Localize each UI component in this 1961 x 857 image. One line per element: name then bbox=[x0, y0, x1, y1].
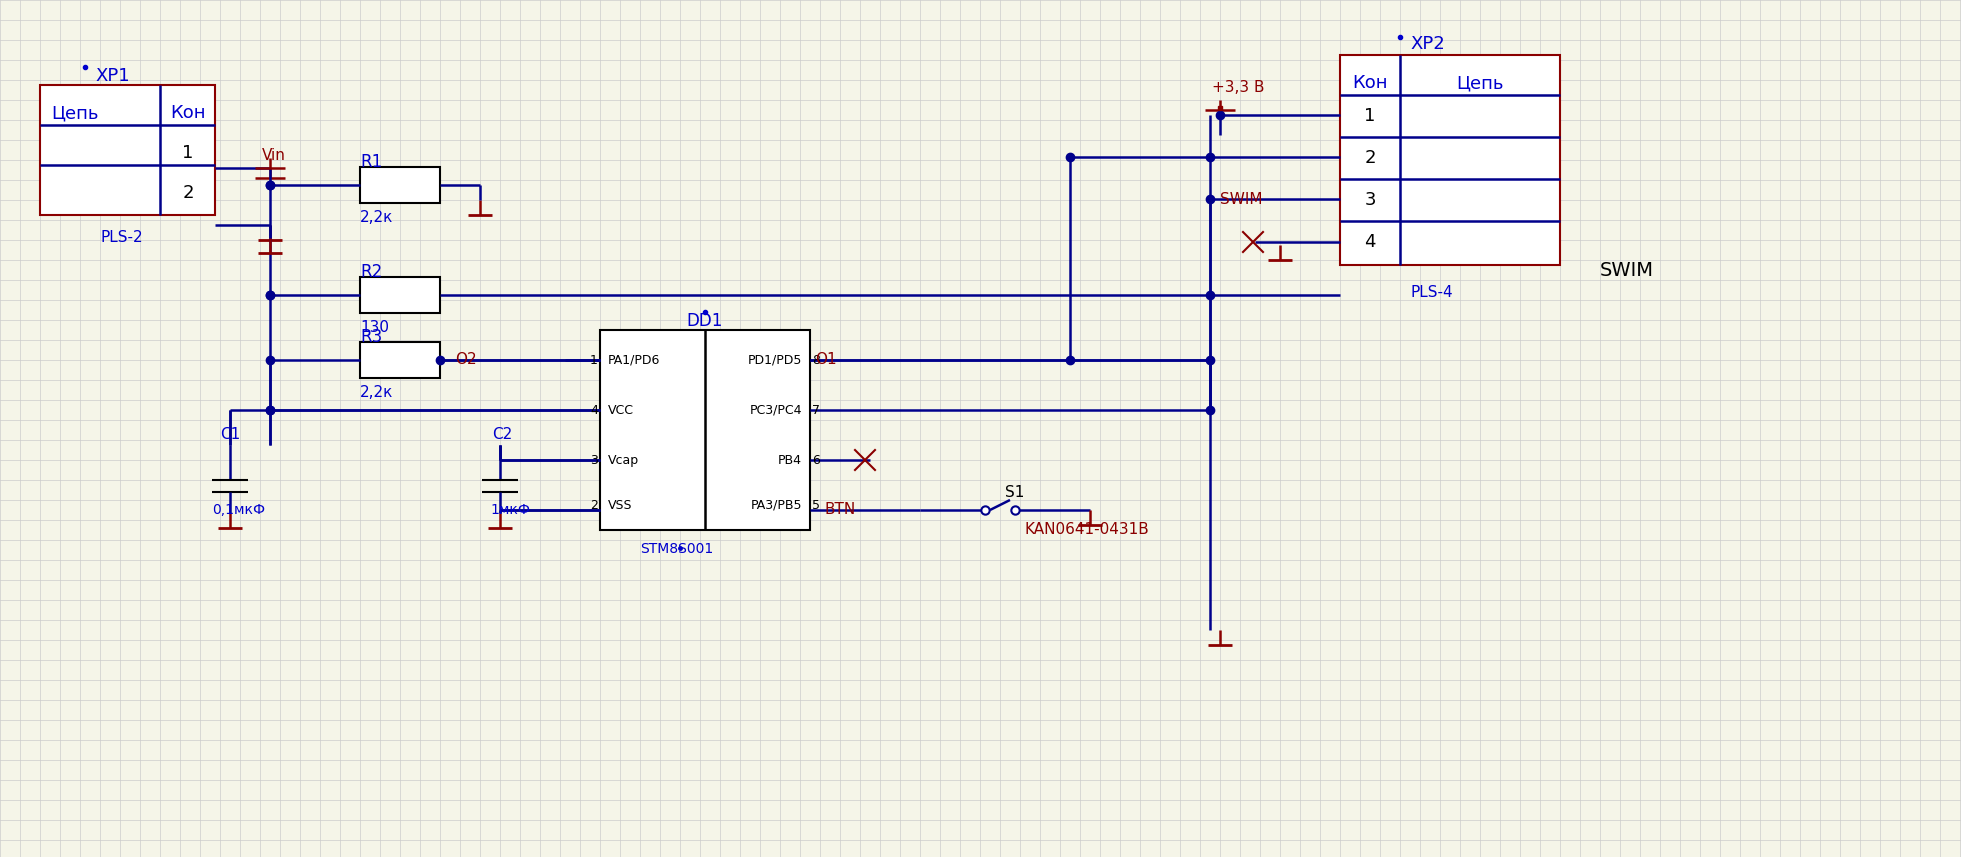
Text: 2,2к: 2,2к bbox=[361, 210, 394, 225]
Bar bbox=[600, 330, 810, 530]
Text: 1мкФ: 1мкФ bbox=[490, 503, 529, 517]
Text: +3,3 В: +3,3 В bbox=[1212, 80, 1265, 95]
Text: 130: 130 bbox=[361, 320, 388, 335]
Text: PC3/PC4: PC3/PC4 bbox=[749, 404, 802, 417]
Text: S1: S1 bbox=[1004, 485, 1024, 500]
Text: DD1: DD1 bbox=[686, 312, 724, 330]
Text: 6: 6 bbox=[812, 453, 820, 466]
Text: BTN: BTN bbox=[826, 502, 857, 517]
Text: PLS-4: PLS-4 bbox=[1410, 285, 1453, 300]
Text: 1: 1 bbox=[590, 353, 598, 367]
Text: O2: O2 bbox=[455, 352, 477, 367]
Text: PB4: PB4 bbox=[779, 453, 802, 466]
Text: 3: 3 bbox=[1365, 191, 1377, 209]
Text: 2: 2 bbox=[1365, 149, 1377, 167]
Text: 1: 1 bbox=[182, 144, 194, 162]
Text: PLS-2: PLS-2 bbox=[100, 230, 143, 245]
Text: 2: 2 bbox=[590, 499, 598, 512]
Text: R3: R3 bbox=[361, 328, 382, 346]
Text: C2: C2 bbox=[492, 427, 512, 442]
Text: SWIM: SWIM bbox=[1600, 261, 1653, 279]
Bar bbox=[1339, 55, 1561, 265]
Text: 2,2к: 2,2к bbox=[361, 385, 394, 400]
Text: 3: 3 bbox=[590, 453, 598, 466]
Text: 5: 5 bbox=[812, 499, 820, 512]
Text: STM8S001: STM8S001 bbox=[639, 542, 714, 556]
Text: VSS: VSS bbox=[608, 499, 633, 512]
Bar bbox=[361, 342, 439, 378]
Bar bbox=[361, 167, 439, 203]
Text: 8: 8 bbox=[812, 353, 820, 367]
Text: KAN0641-0431B: KAN0641-0431B bbox=[1026, 522, 1149, 537]
Text: 7: 7 bbox=[812, 404, 820, 417]
Text: 4: 4 bbox=[1365, 233, 1377, 251]
Text: 0,1мкФ: 0,1мкФ bbox=[212, 503, 265, 517]
Text: 2: 2 bbox=[182, 184, 194, 202]
Text: 1: 1 bbox=[1365, 107, 1377, 125]
Bar bbox=[361, 277, 439, 313]
Text: SWIM: SWIM bbox=[1220, 192, 1263, 207]
Text: Кон: Кон bbox=[1353, 74, 1388, 92]
Text: Vcap: Vcap bbox=[608, 453, 639, 466]
Text: PA1/PD6: PA1/PD6 bbox=[608, 353, 661, 367]
Bar bbox=[39, 85, 216, 215]
Text: Vin: Vin bbox=[263, 148, 286, 163]
Text: XP2: XP2 bbox=[1410, 35, 1445, 53]
Text: C1: C1 bbox=[220, 427, 241, 442]
Text: XP1: XP1 bbox=[94, 67, 129, 85]
Text: VCC: VCC bbox=[608, 404, 633, 417]
Text: Цепь: Цепь bbox=[51, 104, 98, 122]
Text: O1: O1 bbox=[816, 352, 837, 367]
Text: Кон: Кон bbox=[171, 104, 206, 122]
Text: PD1/PD5: PD1/PD5 bbox=[747, 353, 802, 367]
Text: PA3/PB5: PA3/PB5 bbox=[751, 499, 802, 512]
Text: R2: R2 bbox=[361, 263, 382, 281]
Text: Цепь: Цепь bbox=[1457, 74, 1504, 92]
Text: 4: 4 bbox=[590, 404, 598, 417]
Text: R1: R1 bbox=[361, 153, 382, 171]
